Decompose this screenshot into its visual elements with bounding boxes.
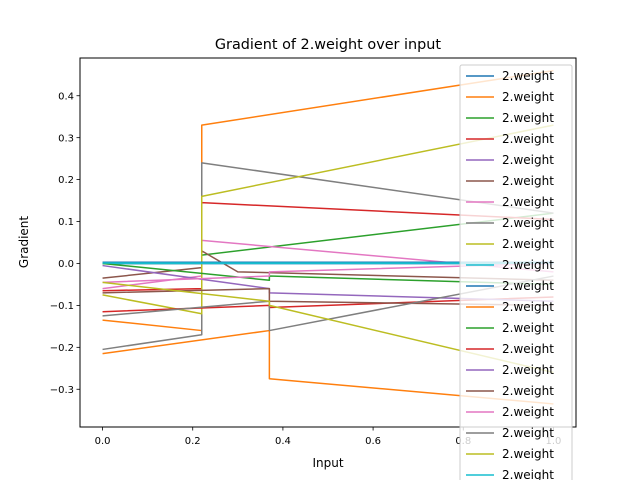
series-line-19 [102,281,554,374]
x-axis-label: Input [312,456,343,470]
x-tick-label: 0.6 [365,436,381,447]
legend-entry-label: 2.weight [502,153,554,167]
y-tick-label: 0.4 [58,91,74,102]
legend-entry-label: 2.weight [502,363,554,377]
axes-frame [79,57,577,428]
legend-entry-label: 2.weight [502,384,554,398]
x-tick-label: 0.2 [185,436,201,447]
y-tick-label: −0.3 [50,385,74,396]
legend-entry-label: 2.weight [502,468,554,480]
legend-entry-label: 2.weight [502,90,554,104]
series-line-13 [102,262,554,286]
series-line-18 [102,275,554,332]
legend-entry-label: 2.weight [502,174,554,188]
y-tick-label: 0.2 [58,175,74,186]
legend-entry-label: 2.weight [502,132,554,146]
y-tick-label: 0.1 [58,217,74,228]
legend-entry-label: 2.weight [502,279,554,293]
x-tick-label: 0.4 [275,436,291,447]
series-line-9 [102,124,554,315]
series-line-17 [102,262,554,284]
legend-box [459,64,573,480]
legend-entry-label: 2.weight [502,237,554,251]
legend-entry-label: 2.weight [502,69,554,83]
legend-entry-label: 2.weight [502,258,554,272]
legend-entry-label: 2.weight [502,342,554,356]
legend: 2.weight 2.weight 2.weight 2.weight 2.weight… [459,64,573,480]
chart-title: Gradient of 2.weight over input [215,37,442,53]
y-tick-label: −0.1 [50,301,74,312]
legend-entry-label: 2.weight [502,195,554,209]
y-axis-label: Gradient [17,216,31,269]
series-line-12 [102,329,554,405]
legend-entry-label: 2.weight [502,405,554,419]
legend-entry-label: 2.weight [502,300,554,314]
legend-entry-label: 2.weight [502,111,554,125]
legend-entry-label: 2.weight [502,426,554,440]
y-tick-label: 0.3 [58,133,74,144]
legend-entry-label: 2.weight [502,447,554,461]
y-axis: −0.3 −0.2 −0.1 0.0 0.1 0.2 0.3 0.4 [50,91,80,396]
legend-entry-label: 2.weight [502,216,554,230]
x-tick-label: 0.0 [95,436,111,447]
y-tick-label: 0.0 [58,259,74,270]
y-tick-label: −0.2 [50,343,74,354]
legend-entry-label: 2.weight [502,321,554,335]
